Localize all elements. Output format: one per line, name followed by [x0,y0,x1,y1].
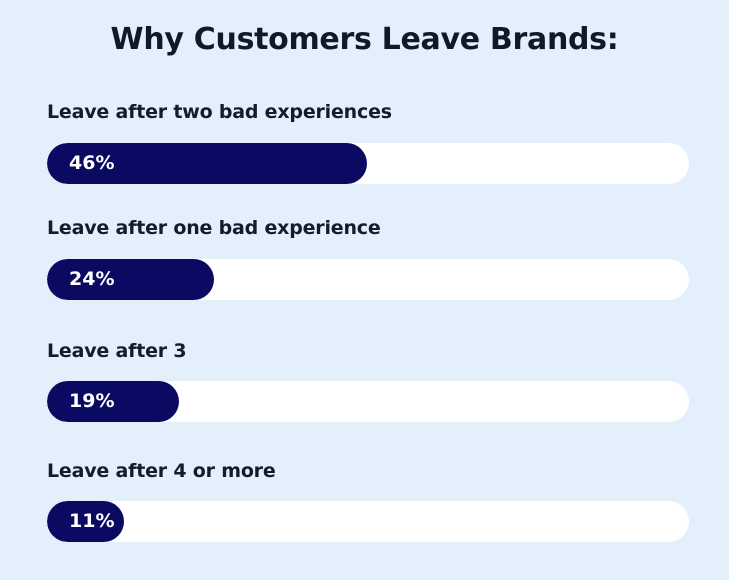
bar-category-label: Leave after two bad experiences [47,101,392,123]
bar-track: 19% [47,381,689,422]
bar-value-label: 19% [69,390,115,412]
bar-category-label: Leave after one bad experience [47,217,381,239]
bar-track: 46% [47,143,689,184]
bar-value-label: 24% [69,268,115,290]
bar-category-label: Leave after 4 or more [47,460,276,482]
chart-title: Why Customers Leave Brands: [110,22,619,57]
bar-fill [47,381,179,422]
bar-fill [47,501,124,542]
bar-fill [47,259,214,300]
bar-value-label: 46% [69,152,115,174]
bar-track: 24% [47,259,689,300]
bar-fill [47,143,367,184]
bar-track: 11% [47,501,689,542]
bar-value-label: 11% [69,510,115,532]
bar-category-label: Leave after 3 [47,340,187,362]
